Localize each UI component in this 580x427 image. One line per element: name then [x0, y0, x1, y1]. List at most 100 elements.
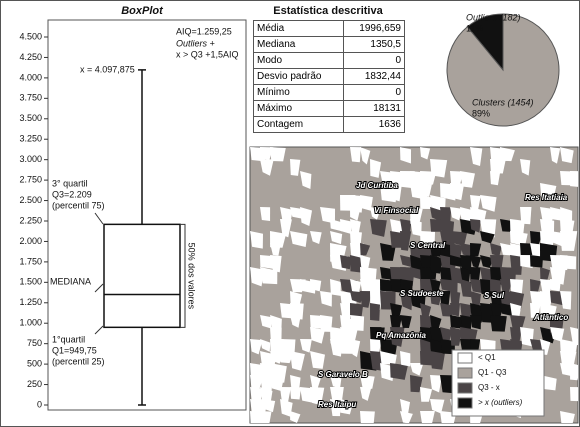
map-area [400, 351, 411, 367]
map-area [250, 375, 263, 390]
map-area [290, 351, 305, 371]
map-area [370, 351, 384, 371]
map-area [450, 303, 461, 317]
map-area [490, 243, 502, 257]
map-area [430, 207, 443, 222]
map-area [350, 207, 361, 221]
y-tick-label: 1.500 [19, 277, 42, 287]
map-area [500, 219, 512, 232]
annotation: Q3=2.209 [52, 189, 92, 199]
map-area [470, 291, 481, 307]
map-area [390, 327, 405, 347]
table-cell: Contagem [253, 116, 344, 133]
map-area [270, 375, 284, 391]
annotation: (percentil 75) [52, 200, 105, 210]
map-area [290, 303, 304, 320]
map-area [360, 255, 371, 271]
map-area [310, 375, 321, 390]
map-area [560, 411, 575, 423]
map-area [300, 171, 312, 190]
map-area [450, 327, 463, 346]
stats-table: Média 1996,659 Mediana 1350,5 Modo 0 Desvio pa… [253, 20, 406, 133]
map-area [260, 411, 272, 423]
map-area [420, 339, 432, 355]
map-area [260, 267, 278, 285]
map-area [470, 255, 482, 269]
map-area [510, 255, 523, 275]
map-area [370, 207, 381, 220]
map-area [420, 231, 436, 247]
map-area [530, 255, 543, 268]
map-label: Jd Curitiba [356, 181, 398, 190]
map-area [290, 411, 301, 423]
map-area [480, 231, 495, 244]
table-cell: 1832,44 [342, 68, 406, 85]
plot-frame [47, 19, 247, 411]
map-area [350, 279, 362, 295]
map-area [390, 279, 404, 293]
y-tick-label: 4.500 [19, 31, 42, 41]
map-area [290, 159, 301, 176]
map-area [330, 231, 343, 245]
map-label: S Central [410, 241, 446, 250]
map [250, 147, 578, 423]
table-cell: 1350,5 [342, 36, 406, 53]
map-area [430, 159, 448, 178]
y-tick-label: 2.750 [19, 174, 42, 184]
map-area [430, 255, 444, 274]
map-area [560, 147, 574, 164]
map-area [390, 315, 403, 331]
map-area [410, 375, 423, 393]
table-row: Mediana 1350,5 [253, 36, 406, 53]
arrow [94, 325, 104, 335]
annotation: Q1=949,75 [52, 345, 97, 355]
y-tick-label: 0 [37, 399, 42, 409]
y-tick-label: 750 [27, 338, 42, 348]
map-area [330, 219, 343, 232]
map-area [570, 327, 578, 346]
y-tick-label: 3.000 [19, 154, 42, 164]
map-area [450, 231, 468, 247]
table-cell: 1636 [342, 116, 406, 133]
map-area [490, 159, 506, 174]
table-row: Média 1996,659 [253, 20, 406, 37]
table-row: Modo 0 [253, 52, 406, 69]
map-area [460, 279, 472, 298]
map-area [310, 279, 322, 292]
map-area [270, 255, 282, 273]
table-cell: Média [253, 20, 344, 37]
table-row: Mínimo 0 [253, 84, 406, 101]
map-area [510, 231, 528, 247]
table-cell: Máximo [253, 100, 344, 117]
annotation: 3° quartil [52, 178, 88, 188]
table-cell: Modo [253, 52, 344, 69]
pie-value-label: 89% [472, 108, 490, 118]
map-area [370, 219, 387, 237]
map-area [480, 195, 497, 212]
map-area [300, 207, 313, 227]
map-area [550, 327, 565, 342]
y-tick-label: 3.250 [19, 134, 42, 144]
map-area [530, 243, 543, 258]
map-area [440, 279, 458, 293]
map-area [500, 147, 515, 162]
table-row: Máximo 18131 [253, 100, 406, 117]
map-area [280, 351, 294, 364]
map-area [260, 339, 271, 352]
legend-swatch [457, 367, 473, 379]
map-area [330, 339, 343, 357]
map-area [470, 315, 482, 330]
map-area [360, 387, 372, 401]
map-area [400, 291, 413, 311]
map-area [470, 267, 481, 283]
map-area [360, 147, 371, 165]
y-tick-label: 2.250 [19, 215, 42, 225]
map-area [510, 315, 526, 330]
map-area [560, 351, 577, 366]
map-area [450, 207, 463, 221]
map-area [550, 279, 561, 292]
map-area [350, 147, 361, 163]
map-area [400, 231, 412, 251]
annotation: (percentil 25) [52, 356, 105, 366]
